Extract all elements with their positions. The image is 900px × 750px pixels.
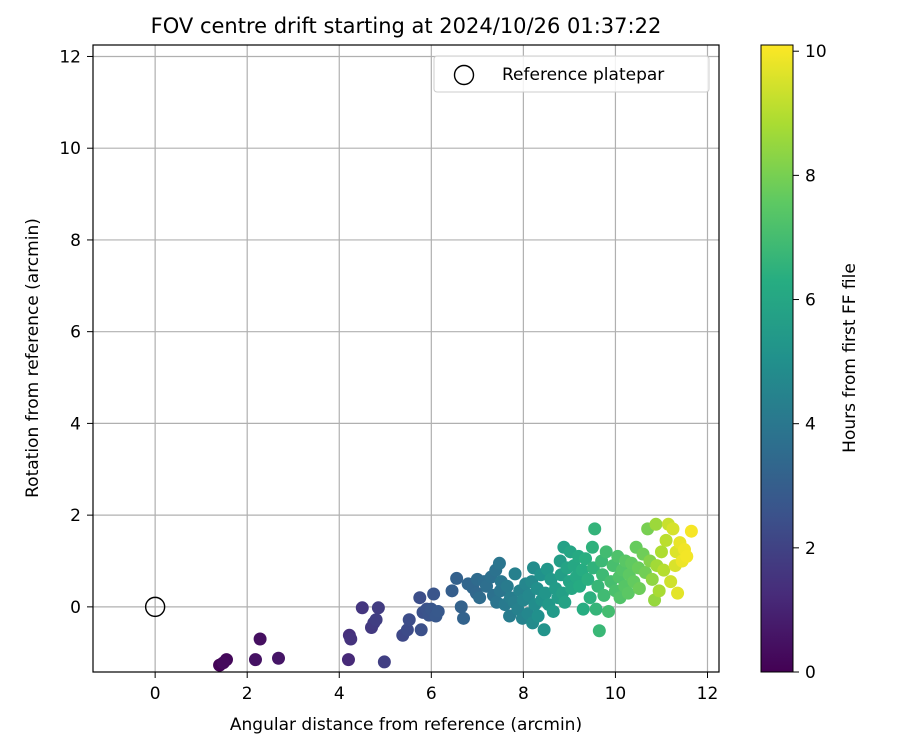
scatter-point	[581, 572, 595, 586]
scatter-point	[657, 563, 671, 577]
colorbar: 0 2 4 6 8 10 Hours from first FF file	[760, 42, 860, 683]
y-tick-label: 12	[59, 47, 81, 67]
scatter-point	[216, 656, 230, 670]
scatter-point	[445, 584, 459, 598]
chart-title: FOV centre drift starting at 2024/10/26 …	[151, 14, 662, 38]
scatter-point	[531, 609, 545, 623]
colorbar-gradient	[760, 44, 794, 673]
scatter-point	[649, 517, 663, 531]
scatter-point	[671, 586, 685, 600]
scatter-point	[454, 600, 468, 614]
colorbar-tick-label: 10	[805, 42, 827, 62]
scatter-points	[213, 517, 698, 672]
scatter-point	[400, 623, 414, 637]
scatter-point	[680, 549, 694, 563]
scatter-point	[664, 575, 678, 589]
x-tick-label: 8	[518, 684, 529, 704]
x-tick-label: 2	[242, 684, 253, 704]
scatter-point	[597, 588, 611, 602]
scatter-point	[684, 524, 698, 538]
legend-marker-reference	[453, 64, 475, 86]
scatter-point	[645, 572, 659, 586]
scatter-point	[414, 623, 428, 637]
x-axis-ticks: 0 2 4 6 8 10 12	[150, 672, 719, 704]
colorbar-ticks: 0 2 4 6 8 10	[793, 42, 827, 683]
scatter-point	[537, 623, 551, 637]
scatter-point	[369, 613, 383, 627]
y-tick-label: 10	[59, 139, 81, 159]
scatter-point	[652, 584, 666, 598]
scatter-point	[355, 601, 369, 615]
scatter-point	[589, 602, 603, 616]
scatter-point	[344, 632, 358, 646]
scatter-point	[371, 601, 385, 615]
y-tick-label: 4	[70, 414, 81, 434]
scatter-point	[427, 587, 441, 601]
scatter-point	[576, 602, 590, 616]
colorbar-tick-label: 2	[805, 539, 816, 559]
legend-label-reference: Reference platepar	[502, 65, 664, 85]
scatter-point	[413, 591, 427, 605]
colorbar-tick-label: 6	[805, 291, 816, 311]
scatter-point	[591, 579, 605, 593]
scatter-point	[558, 595, 572, 609]
y-axis-ticks: 0 2 4 6 8 10 12	[59, 47, 93, 618]
scatter-point	[341, 653, 355, 667]
scatter-point	[473, 591, 487, 605]
scatter-point	[579, 552, 593, 566]
scatter-point	[654, 545, 668, 559]
x-tick-label: 10	[605, 684, 627, 704]
scatter-point	[592, 624, 606, 638]
scatter-point	[431, 604, 445, 618]
colorbar-tick-label: 0	[805, 663, 816, 683]
y-axis-label: Rotation from reference (arcmin)	[23, 218, 43, 498]
scatter-point	[602, 604, 616, 618]
colorbar-label: Hours from first FF file	[840, 263, 860, 453]
x-tick-label: 0	[150, 684, 161, 704]
scatter-point	[271, 651, 285, 665]
scatter-point	[508, 567, 522, 581]
colorbar-tick-label: 4	[805, 415, 816, 435]
scatter-point	[546, 604, 560, 618]
reference-marker	[144, 596, 166, 618]
plot-frame	[92, 44, 720, 673]
y-tick-label: 2	[70, 506, 81, 526]
x-axis-label: Angular distance from reference (arcmin)	[230, 715, 582, 735]
scatter-point	[659, 533, 673, 547]
x-tick-label: 6	[426, 684, 437, 704]
scatter-point	[248, 653, 262, 667]
reference-platepar-point	[144, 596, 166, 618]
legend-box	[433, 55, 710, 93]
x-tick-label: 12	[697, 684, 719, 704]
colorbar-tick-label: 8	[805, 166, 816, 186]
scatter-point	[632, 582, 646, 596]
scatter-point	[599, 545, 613, 559]
scatter-point	[583, 591, 597, 605]
y-tick-label: 8	[70, 231, 81, 251]
scatter-point	[588, 522, 602, 536]
y-tick-label: 6	[70, 323, 81, 343]
x-tick-label: 4	[334, 684, 345, 704]
scatter-point	[402, 613, 416, 627]
scatter-point	[666, 522, 680, 536]
scatter-point	[585, 540, 599, 554]
scatter-point	[492, 556, 506, 570]
y-tick-label: 0	[70, 598, 81, 618]
scatter-point	[500, 579, 514, 593]
scatter-point	[538, 586, 552, 600]
scatter-point	[450, 571, 464, 585]
scatter-point	[457, 611, 471, 625]
scatter-point	[377, 655, 391, 669]
scatter-point	[540, 562, 554, 576]
legend: Reference platepar	[433, 55, 710, 93]
scatter-point	[253, 632, 267, 646]
scatter-point	[621, 586, 635, 600]
